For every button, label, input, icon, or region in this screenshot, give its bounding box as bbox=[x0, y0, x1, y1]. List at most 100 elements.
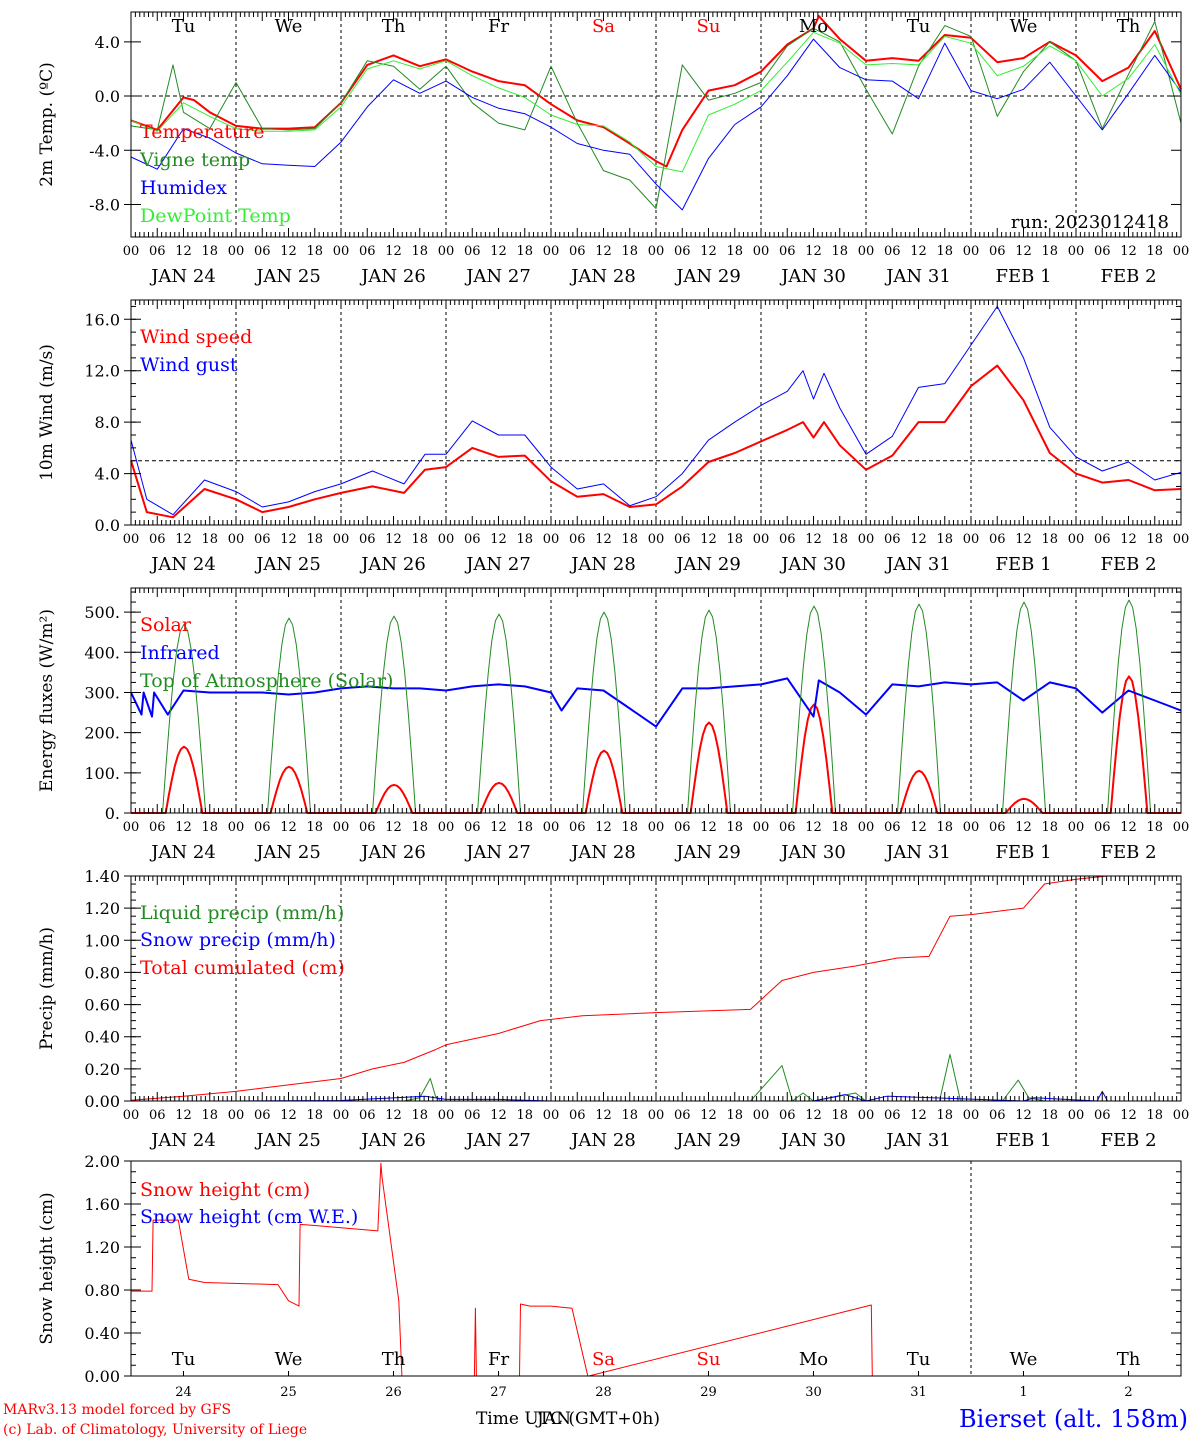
panel-temp-hour-label: 00 bbox=[333, 244, 350, 259]
panel-wind-hour-label: 00 bbox=[438, 532, 455, 547]
panel-energy-hour-label: 00 bbox=[1173, 820, 1190, 835]
panel-temp-hour-label: 18 bbox=[621, 244, 638, 259]
panel-precip-date-label: JAN 29 bbox=[674, 1130, 741, 1151]
panel-snow-y-tick-label: 2.00 bbox=[84, 1152, 120, 1171]
panel-precip-hour-label: 00 bbox=[438, 1108, 455, 1123]
panel-temp-hour-label: 06 bbox=[674, 244, 691, 259]
panel-precip-hour-label: 06 bbox=[254, 1108, 271, 1123]
panel-wind-date-label: FEB 1 bbox=[995, 554, 1051, 575]
panel-energy-hour-label: 18 bbox=[831, 820, 848, 835]
panel-snow-day-number: 31 bbox=[910, 1385, 927, 1400]
panel-wind-hour-label: 06 bbox=[569, 532, 586, 547]
panel-wind-date-label: FEB 2 bbox=[1100, 554, 1156, 575]
panel-energy-hour-label: 06 bbox=[779, 820, 796, 835]
panel-snow-y-tick-label: 1.60 bbox=[84, 1195, 120, 1214]
panel-energy-y-axis-label: Energy fluxes (W/m²) bbox=[37, 609, 57, 792]
panel-temp-hour-label: 12 bbox=[595, 244, 612, 259]
panel-energy-date-label: JAN 28 bbox=[569, 842, 636, 863]
panel-snow-day-number: 2 bbox=[1124, 1385, 1132, 1400]
panel-precip-y-tick-label: 0.00 bbox=[84, 1092, 120, 1111]
panel-snow-day-number: 25 bbox=[280, 1385, 297, 1400]
panel-temp-weekday-label: Tu bbox=[172, 16, 196, 37]
panel-precip-y-tick-label: 0.80 bbox=[84, 963, 120, 982]
panel-wind-hour-label: 12 bbox=[700, 532, 717, 547]
panel-precip-hour-label: 18 bbox=[516, 1108, 533, 1123]
panel-energy-hour-label: 06 bbox=[674, 820, 691, 835]
panel-temp-y-tick-label: 4.0 bbox=[95, 33, 120, 52]
panel-wind-hour-label: 18 bbox=[831, 532, 848, 547]
panel-wind-hour-label: 06 bbox=[359, 532, 376, 547]
panel-energy-hour-label: 18 bbox=[306, 820, 323, 835]
panel-wind-hour-label: 06 bbox=[1094, 532, 1111, 547]
panel-energy-y-tick-label: 500. bbox=[84, 603, 120, 622]
panel-wind-hour-label: 18 bbox=[1041, 532, 1058, 547]
panel-precip-hour-label: 12 bbox=[910, 1108, 927, 1123]
panel-snow-y-axis-label: Snow height (cm) bbox=[37, 1192, 57, 1344]
panel-wind-hour-label: 06 bbox=[674, 532, 691, 547]
panel-wind-hour-label: 00 bbox=[543, 532, 560, 547]
panel-precip-hour-label: 12 bbox=[1120, 1108, 1137, 1123]
panel-temp-weekday-label: Sa bbox=[592, 16, 615, 37]
panel-wind-hour-label: 12 bbox=[805, 532, 822, 547]
panel-energy-hour-label: 18 bbox=[201, 820, 218, 835]
panel-temp-hour-label: 18 bbox=[306, 244, 323, 259]
liquid-precip-line bbox=[131, 1053, 1181, 1102]
panel-energy-date-label: FEB 1 bbox=[995, 842, 1051, 863]
panel-temp-date-label: JAN 25 bbox=[254, 266, 321, 287]
panel-temp-date-label: JAN 30 bbox=[779, 266, 846, 287]
panel-snow-weekday-label: Fr bbox=[488, 1349, 509, 1370]
panel-energy-hour-label: 18 bbox=[1146, 820, 1163, 835]
panel-precip-hour-label: 00 bbox=[753, 1108, 770, 1123]
panel-snow-day-number: 29 bbox=[700, 1385, 717, 1400]
panel-wind-y-tick-label: 12.0 bbox=[84, 362, 120, 381]
panel-temp-hour-label: 06 bbox=[884, 244, 901, 259]
panel-temp-date-label: JAN 28 bbox=[569, 266, 636, 287]
panel-precip-date-label: JAN 30 bbox=[779, 1130, 846, 1151]
panel-temp-hour-label: 12 bbox=[700, 244, 717, 259]
station-label: Bierset (alt. 158m) bbox=[959, 1405, 1188, 1433]
panel-wind-hour-label: 12 bbox=[1120, 532, 1137, 547]
panel-wind-hour-label: 06 bbox=[779, 532, 796, 547]
legend-infrared: Infrared bbox=[140, 642, 220, 664]
panel-energy-hour-label: 06 bbox=[464, 820, 481, 835]
panel-wind-hour-label: 18 bbox=[726, 532, 743, 547]
panel-wind-hour-label: 06 bbox=[254, 532, 271, 547]
panel-precip-hour-label: 00 bbox=[333, 1108, 350, 1123]
panel-precip-y-tick-label: 1.20 bbox=[84, 899, 120, 918]
panel-temp-hour-label: 00 bbox=[753, 244, 770, 259]
panel-energy-hour-label: 12 bbox=[595, 820, 612, 835]
panel-energy-hour-label: 12 bbox=[1120, 820, 1137, 835]
panel-temp-hour-label: 06 bbox=[359, 244, 376, 259]
panel-temp-date-label: JAN 31 bbox=[884, 266, 951, 287]
panel-temp-hour-label: 00 bbox=[858, 244, 875, 259]
panel-energy-date-label: JAN 31 bbox=[884, 842, 951, 863]
panel-precip-hour-label: 12 bbox=[595, 1108, 612, 1123]
panel-temp-hour-label: 12 bbox=[385, 244, 402, 259]
panel-snow-weekday-label: Tu bbox=[172, 1349, 196, 1370]
panel-wind-date-label: JAN 30 bbox=[779, 554, 846, 575]
panel-energy-hour-label: 18 bbox=[936, 820, 953, 835]
panel-temp-hour-label: 00 bbox=[123, 244, 140, 259]
panel-wind-hour-label: 12 bbox=[1015, 532, 1032, 547]
panel-wind-hour-label: 18 bbox=[411, 532, 428, 547]
panel-wind-hour-label: 18 bbox=[621, 532, 638, 547]
legend-wind-gust: Wind gust bbox=[140, 354, 238, 376]
panel-snow-weekday-label: Sa bbox=[592, 1349, 615, 1370]
panel-energy-hour-label: 06 bbox=[884, 820, 901, 835]
panel-precip-hour-label: 12 bbox=[805, 1108, 822, 1123]
panel-temp-y-tick-label: -4.0 bbox=[89, 141, 120, 160]
panel-energy-hour-label: 12 bbox=[910, 820, 927, 835]
panel-precip-y-tick-label: 0.20 bbox=[84, 1060, 120, 1079]
panel-temp-hour-label: 18 bbox=[1041, 244, 1058, 259]
panel-precip-hour-label: 00 bbox=[123, 1108, 140, 1123]
panel-snow-y-tick-label: 0.80 bbox=[84, 1281, 120, 1300]
panel-wind-date-label: JAN 24 bbox=[149, 554, 216, 575]
panel-wind-y-tick-label: 4.0 bbox=[95, 465, 120, 484]
panel-wind-hour-label: 00 bbox=[963, 532, 980, 547]
panel-wind-date-label: JAN 28 bbox=[569, 554, 636, 575]
panel-energy-hour-label: 18 bbox=[516, 820, 533, 835]
panel-wind-y-axis-label: 10m Wind (m/s) bbox=[37, 344, 57, 481]
axes-layer bbox=[124, 11, 1182, 1377]
